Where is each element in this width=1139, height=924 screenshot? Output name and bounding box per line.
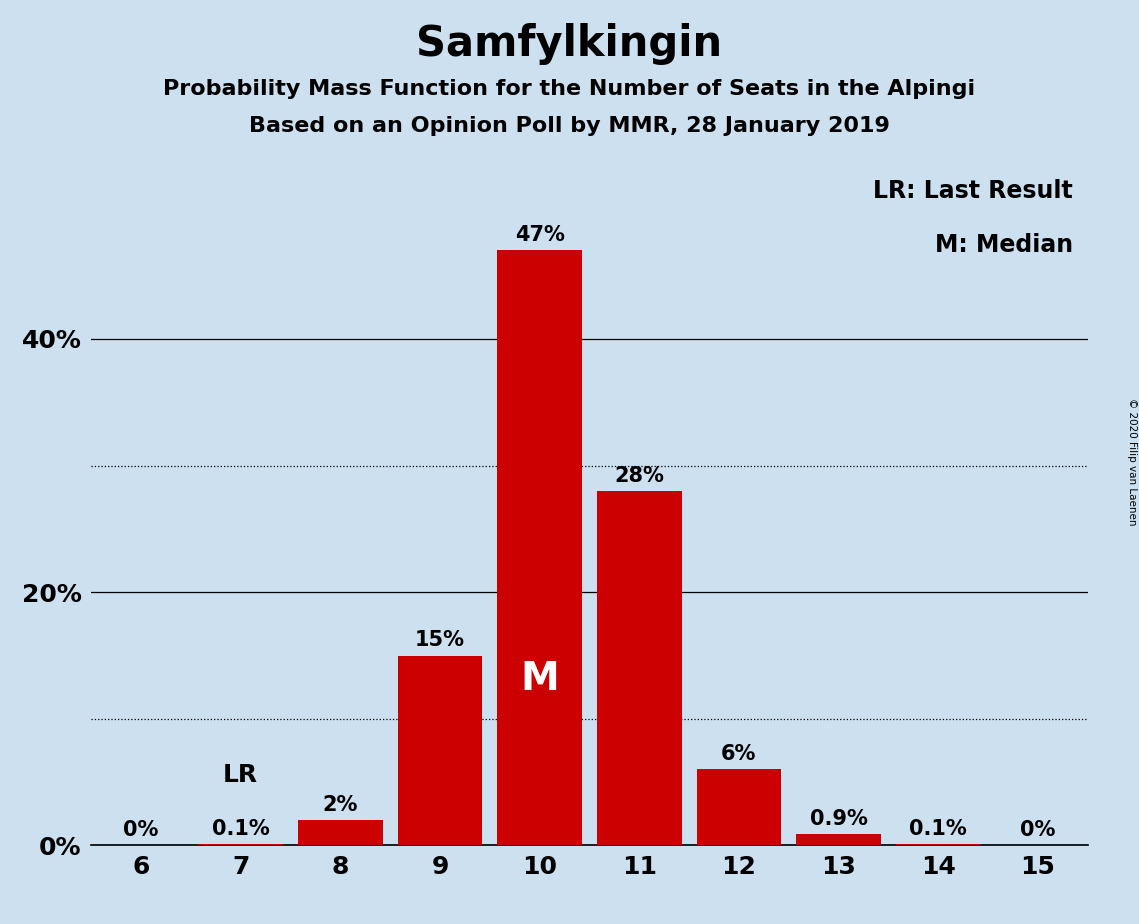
Text: 0%: 0% — [1021, 821, 1056, 841]
Text: M: M — [521, 660, 559, 698]
Text: LR: LR — [223, 763, 259, 787]
Text: 0.9%: 0.9% — [810, 809, 868, 829]
Text: M: Median: M: Median — [935, 234, 1073, 258]
Text: 6%: 6% — [721, 745, 756, 764]
Text: 28%: 28% — [614, 466, 664, 486]
Text: 47%: 47% — [515, 225, 565, 245]
Bar — [498, 250, 582, 845]
Bar — [398, 655, 482, 845]
Text: Probability Mass Function for the Number of Seats in the Alpingi: Probability Mass Function for the Number… — [163, 79, 976, 99]
Text: Samfylkingin: Samfylkingin — [417, 23, 722, 65]
Text: 0.1%: 0.1% — [909, 820, 967, 839]
Text: 0%: 0% — [123, 821, 158, 841]
Bar — [597, 491, 681, 845]
Text: LR: Last Result: LR: Last Result — [874, 179, 1073, 202]
Bar — [697, 770, 781, 845]
Text: © 2020 Filip van Laenen: © 2020 Filip van Laenen — [1126, 398, 1137, 526]
Text: 15%: 15% — [415, 630, 465, 650]
Text: 0.1%: 0.1% — [212, 820, 270, 839]
Bar — [796, 834, 880, 845]
Text: Based on an Opinion Poll by MMR, 28 January 2019: Based on an Opinion Poll by MMR, 28 Janu… — [249, 116, 890, 136]
Bar — [298, 821, 383, 845]
Text: 2%: 2% — [322, 795, 358, 815]
